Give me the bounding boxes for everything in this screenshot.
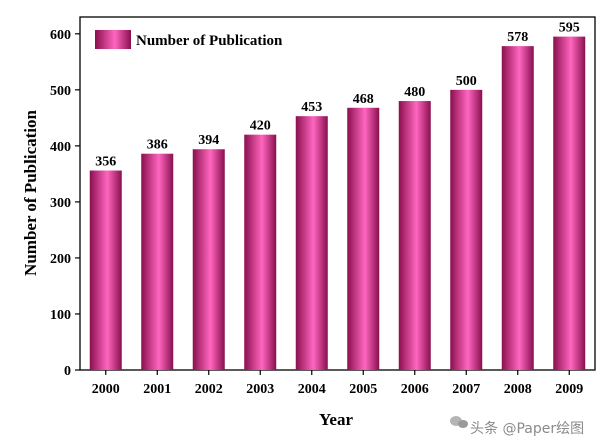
watermark-text: 头条 @Paper绘图 <box>470 420 584 437</box>
x-axis-ticks: 2000 2001 2002 2003 2004 2005 2006 2007 2008 2009 <box>92 370 583 397</box>
x-tick-label-2000: 2000 <box>92 382 120 397</box>
bar-2008 <box>501 46 534 371</box>
y-tick-label-100: 100 <box>50 308 71 323</box>
bar-2005 <box>347 107 380 371</box>
bar-2003 <box>244 134 277 370</box>
bar-2004 <box>295 116 328 370</box>
data-label-2005: 468 <box>353 92 374 107</box>
data-label-2000: 356 <box>95 155 116 170</box>
data-labels-group: 356 386 394 420 453 468 480 500 578 595 <box>95 21 580 170</box>
x-tick-label-2003: 2003 <box>246 382 274 397</box>
data-label-2001: 386 <box>147 138 168 153</box>
x-tick-label-2006: 2006 <box>401 382 429 397</box>
data-label-2003: 420 <box>250 119 271 134</box>
x-tick-label-2008: 2008 <box>504 382 532 397</box>
y-tick-label-0: 0 <box>64 364 71 379</box>
y-tick-label-200: 200 <box>50 252 71 267</box>
bars-group <box>89 36 586 371</box>
x-tick-label-2004: 2004 <box>298 382 326 397</box>
x-tick-label-2009: 2009 <box>555 382 583 397</box>
y-axis-title: Number of Publication <box>21 109 40 275</box>
data-label-2007: 500 <box>456 74 477 89</box>
bar-2007 <box>450 89 483 370</box>
x-axis-title: Year <box>319 410 353 429</box>
y-axis-ticks: 0 100 200 300 400 500 600 <box>50 28 80 379</box>
bar-2000 <box>89 170 122 370</box>
bar-2006 <box>398 101 431 371</box>
bar-2009 <box>553 36 586 370</box>
bar-2002 <box>192 149 225 370</box>
data-label-2009: 595 <box>559 21 580 36</box>
legend: Number of Publication <box>95 30 283 49</box>
data-label-2004: 453 <box>301 100 322 115</box>
y-tick-label-500: 500 <box>50 84 71 99</box>
y-tick-label-300: 300 <box>50 196 71 211</box>
wechat-icon <box>450 416 468 428</box>
x-tick-label-2001: 2001 <box>143 382 171 397</box>
data-label-2008: 578 <box>507 30 528 45</box>
x-tick-label-2005: 2005 <box>349 382 377 397</box>
legend-swatch <box>95 30 131 49</box>
y-tick-label-400: 400 <box>50 140 71 155</box>
data-label-2006: 480 <box>404 85 425 100</box>
y-tick-label-600: 600 <box>50 28 71 43</box>
legend-label: Number of Publication <box>136 33 283 49</box>
x-tick-label-2007: 2007 <box>452 382 480 397</box>
watermark: 头条 @Paper绘图 <box>450 416 584 437</box>
x-tick-label-2002: 2002 <box>195 382 223 397</box>
data-label-2002: 394 <box>198 133 219 148</box>
bar-2001 <box>141 153 174 370</box>
